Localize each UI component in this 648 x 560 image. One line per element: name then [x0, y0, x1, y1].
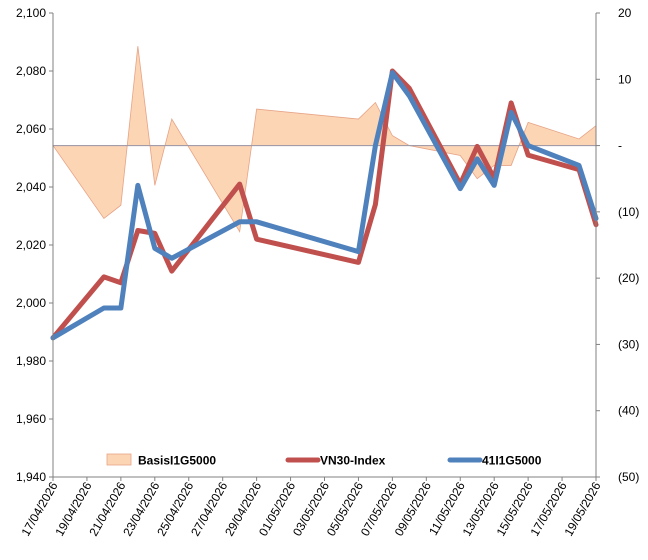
legend-label-2: 41I1G5000 [482, 454, 542, 468]
y-left-tick-label-0: 1,940 [16, 470, 46, 484]
y-left-tick-label-8: 2,100 [16, 6, 46, 20]
y-left-tick-label-5: 2,040 [16, 180, 46, 194]
y-left-tick-label-3: 2,000 [16, 296, 46, 310]
y-left-tick-label-6: 2,060 [16, 122, 46, 136]
legend-label-1: VN30-Index [320, 454, 386, 468]
y-right-tick-label-3: (20) [618, 271, 639, 285]
y-right-tick-label-6: 10 [618, 72, 632, 86]
legend-swatch-0 [106, 453, 132, 466]
legend-label-0: BasisI1G5000 [138, 454, 216, 468]
y-left-tick-label-7: 2,080 [16, 64, 46, 78]
legend: BasisI1G5000 VN30-Index 41I1G5000 [106, 453, 542, 468]
y-right-tick-label-0: (50) [618, 470, 639, 484]
series-area-0 [52, 46, 597, 233]
y-left-tick-label-4: 2,020 [16, 238, 46, 252]
y-left-tick-label-2: 1,980 [16, 354, 46, 368]
y-right-tick-label-7: 20 [618, 6, 632, 20]
y-right-tick-label-4: (10) [618, 205, 639, 219]
y-right-tick-label-5: - [618, 139, 622, 153]
series-line-2 [50, 70, 599, 341]
y-left-tick-label-1: 1,960 [16, 412, 46, 426]
y-right-tick-label-2: (30) [618, 337, 639, 351]
lines-layer [50, 68, 599, 341]
y-right-tick-label-1: (40) [618, 404, 639, 418]
series-line-1 [50, 68, 599, 341]
area-layer [52, 46, 597, 233]
